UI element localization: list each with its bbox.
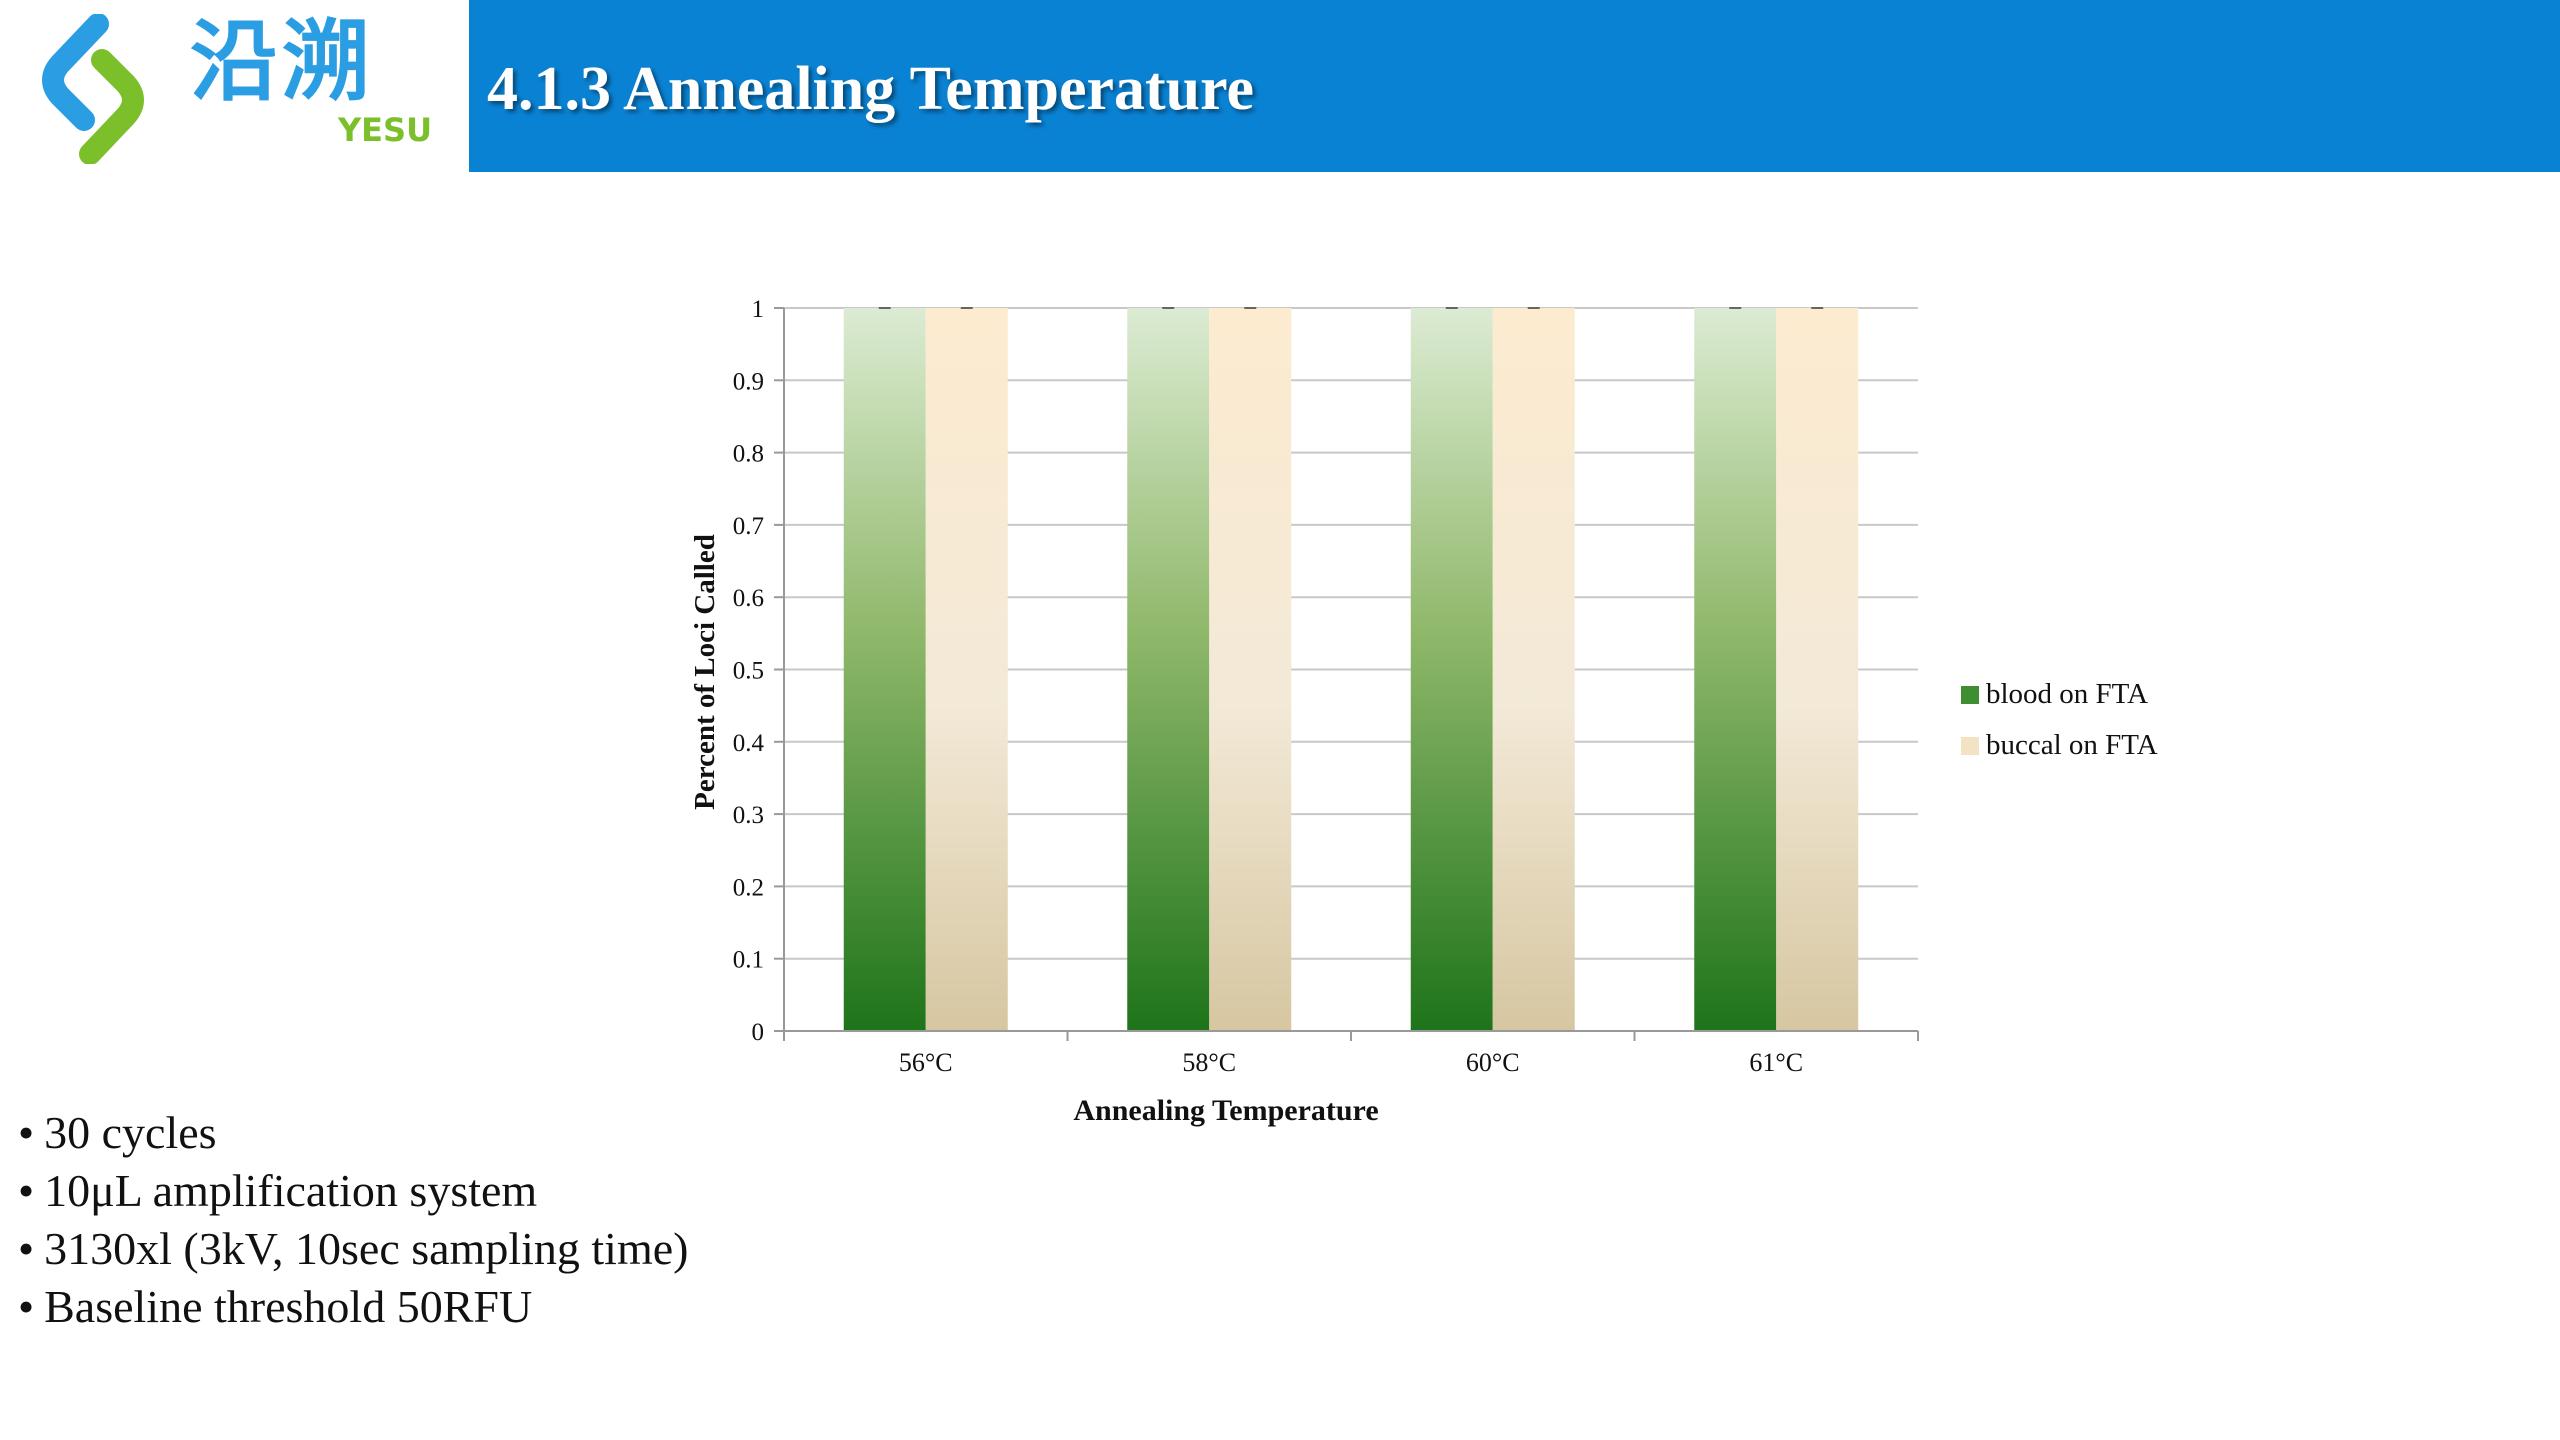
note-item: 10μL amplification system	[18, 1162, 688, 1220]
y-tick-label: 0.8	[733, 441, 764, 468]
x-tick-label: 56°C	[899, 1048, 953, 1077]
x-tick-labels: 56°C 58°C 60°C 61°C	[899, 1048, 1803, 1077]
yesu-logo-icon	[42, 14, 144, 164]
note-item: 3130xl (3kV, 10sec sampling time)	[18, 1220, 688, 1278]
legend-swatch	[1961, 686, 1979, 704]
x-tick-label: 58°C	[1182, 1048, 1236, 1077]
logo: 沿溯 YESU	[0, 0, 468, 172]
y-tick-labels: 0 0.1 0.2 0.3 0.4 0.5 0.6 0.7 0.8 0.9 1	[733, 296, 765, 1046]
bar-buccal	[925, 308, 1008, 1031]
bar-buccal	[1776, 308, 1859, 1031]
x-tick-label: 60°C	[1466, 1048, 1520, 1077]
bars	[843, 307, 1859, 1031]
legend-label: blood on FTA	[1986, 678, 2148, 710]
title-bar: 4.1.3 Annealing Temperature	[469, 0, 2560, 172]
y-axis-title: Percent of Loci Called	[689, 534, 721, 810]
y-tick-label: 0.9	[733, 368, 764, 395]
bar-blood	[1410, 308, 1493, 1031]
note-item: Baseline threshold 50RFU	[18, 1278, 688, 1336]
y-tick-label: 1	[752, 296, 765, 323]
bar-blood	[1694, 308, 1777, 1031]
logo-english-name: YESU	[338, 111, 433, 149]
y-tick-label: 0.5	[733, 658, 764, 685]
bar-blood	[1127, 308, 1210, 1031]
y-tick-label: 0.3	[733, 802, 764, 829]
bar-blood	[843, 308, 926, 1031]
notes-list: 30 cycles 10μL amplification system 3130…	[18, 1104, 688, 1336]
y-tick-label: 0.6	[733, 585, 764, 612]
y-tick-label: 0	[752, 1019, 765, 1046]
legend-swatch	[1961, 737, 1979, 755]
y-tick-label: 0.2	[733, 874, 764, 901]
x-tick-label: 61°C	[1749, 1048, 1803, 1077]
bar-buccal	[1209, 308, 1292, 1031]
note-item: 30 cycles	[18, 1104, 688, 1162]
bar-buccal	[1492, 308, 1575, 1031]
y-tick-label: 0.1	[733, 947, 764, 974]
axes	[774, 307, 1919, 1041]
legend: blood on FTA buccal on FTA	[1961, 678, 2158, 761]
x-axis-title: Annealing Temperature	[1073, 1094, 1378, 1127]
logo-chinese-name: 沿溯	[190, 10, 375, 113]
y-tick-label: 0.4	[733, 730, 765, 757]
legend-label: buccal on FTA	[1986, 729, 2158, 761]
page-title: 4.1.3 Annealing Temperature	[487, 55, 1255, 123]
y-tick-label: 0.7	[733, 513, 764, 540]
